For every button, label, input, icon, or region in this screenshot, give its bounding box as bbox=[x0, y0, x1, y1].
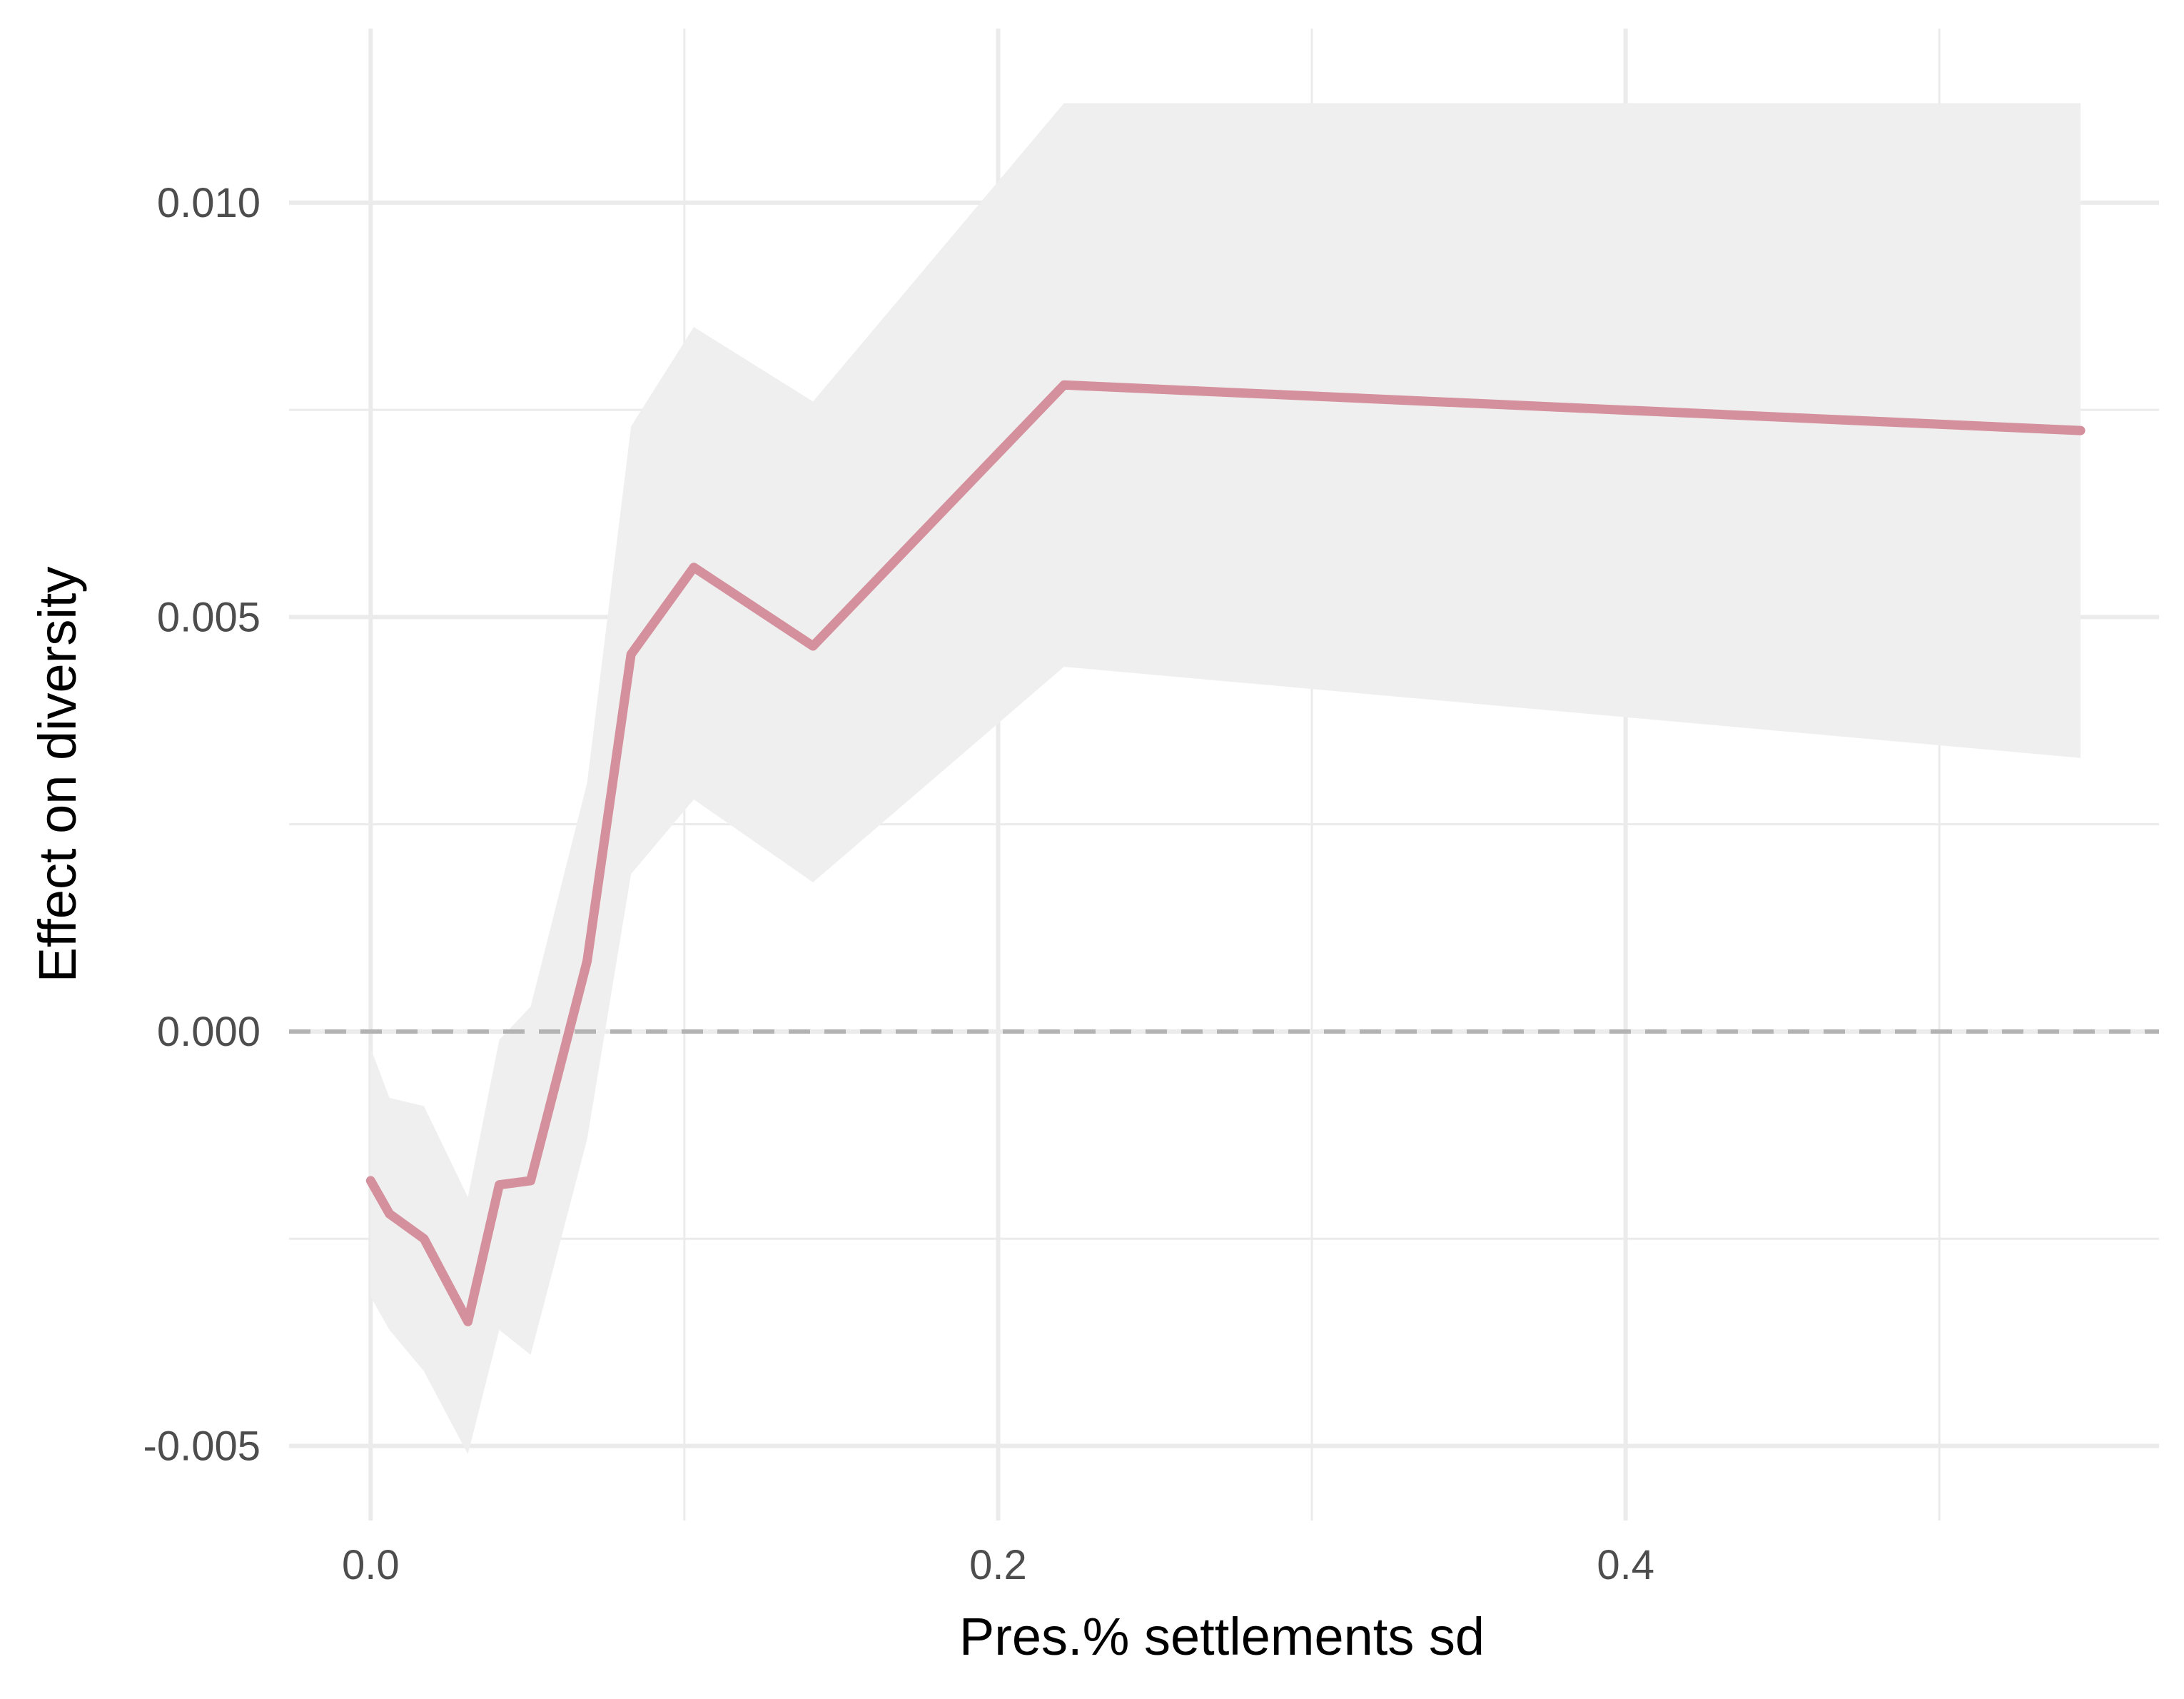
y-tick-label: 0.000 bbox=[157, 1009, 261, 1055]
y-tick-label: 0.005 bbox=[157, 594, 261, 640]
x-axis-title: Pres.% settlements sd bbox=[959, 1607, 1485, 1666]
series-line-layer bbox=[365, 380, 2086, 1326]
y-tick-labels: -0.005 0.000 0.005 0.010 bbox=[143, 180, 261, 1470]
y-tick-label: -0.005 bbox=[143, 1423, 261, 1470]
series-line bbox=[365, 380, 2086, 1326]
y-tick-label: 0.010 bbox=[157, 180, 261, 226]
confidence-band-layer bbox=[370, 103, 2081, 1455]
confidence-band bbox=[370, 103, 2081, 1455]
y-axis-title: Effect on diversity bbox=[28, 567, 87, 983]
x-tick-label: 0.4 bbox=[1597, 1542, 1654, 1588]
x-tick-labels: 0.0 0.2 0.4 bbox=[342, 1542, 1654, 1588]
x-tick-label: 0.2 bbox=[969, 1542, 1027, 1588]
x-tick-label: 0.0 bbox=[342, 1542, 400, 1588]
